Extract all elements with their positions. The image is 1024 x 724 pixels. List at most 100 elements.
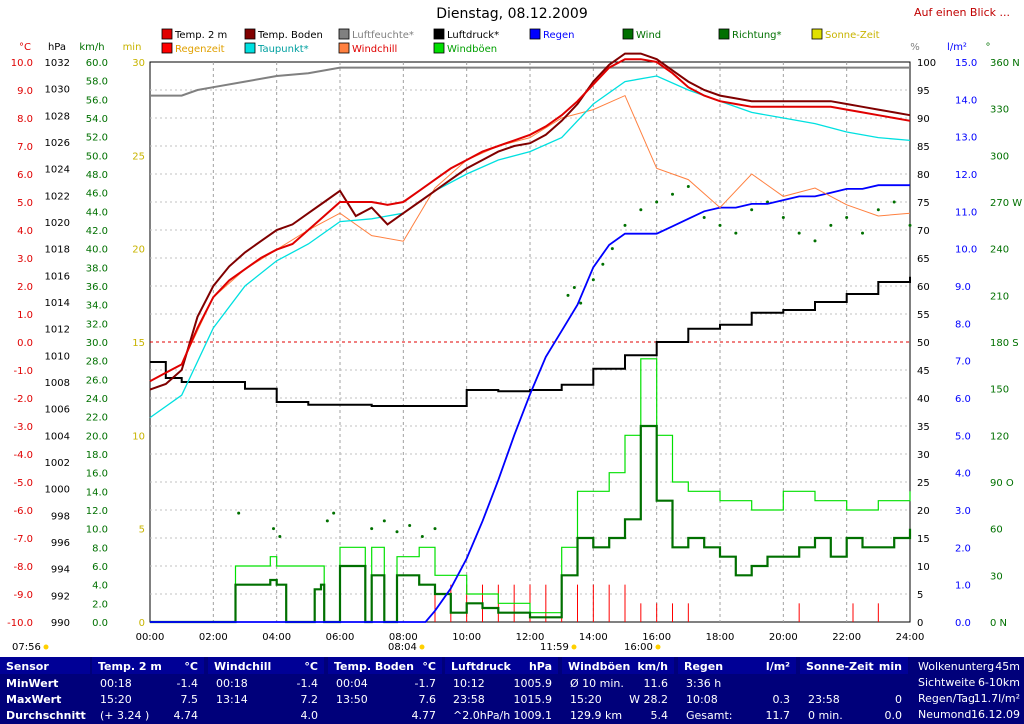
pressure-tick-label: 1028 [45, 111, 70, 122]
stats-value: 1005.9 [513, 677, 553, 690]
humidity-unit: % [910, 42, 920, 53]
weather-chart: 10.0 9.0 8.0 7.0 6.0 5.0 4.0 3.0 2.0 1.0 0.0 -1.0 -2… [7, 28, 1022, 653]
direction-tick-label: 0 N [990, 618, 1007, 629]
direction-point [718, 223, 722, 227]
direction-point [734, 231, 738, 235]
direction-point [610, 247, 614, 251]
direction-point [237, 511, 241, 515]
temp-tick-label: 9.0 [17, 86, 33, 97]
temp-tick-label: 1.0 [17, 310, 33, 321]
humidity-tick-label: 35 [917, 422, 930, 433]
extra-label: Regen/Tag [918, 692, 975, 705]
legend-label: Luftfeuchte* [352, 30, 414, 41]
rain-tick-label: 0.0 [955, 618, 971, 629]
series-temp-boden [149, 52, 911, 391]
wind-tick-label: 2.0 [92, 599, 108, 610]
temp-tick-label: 5.0 [17, 198, 33, 209]
rain-tick-label: 14.0 [955, 95, 977, 106]
x-tick-label: 20:00 [769, 632, 798, 643]
temp-tick-label: -9.0 [13, 590, 33, 601]
wind-tick-label: 44.0 [86, 207, 108, 218]
stats-header-bg [800, 657, 908, 674]
sun-marker-label: 11:59 [540, 642, 569, 653]
minutes-tick-label: 5 [139, 525, 145, 536]
temp-tick-label: 0.0 [17, 338, 33, 349]
extra-label: Sichtweite [918, 676, 976, 689]
sun-marker-dot [571, 644, 577, 650]
x-tick-label: 08:00 [389, 632, 418, 643]
direction-unit: ° [986, 42, 991, 53]
x-tick-label: 00:00 [136, 632, 165, 643]
temp-tick-label: -2.0 [13, 394, 33, 405]
sun-marker-label: 07:56 [12, 642, 41, 653]
wind-tick-label: 60.0 [86, 58, 108, 69]
stats-time: 00:18 [100, 677, 132, 690]
direction-point [861, 231, 864, 235]
direction-tick-label: 300 [990, 151, 1009, 162]
stats-header-bg [678, 657, 796, 674]
direction-tick-label: 30 [990, 571, 1003, 582]
wind-tick-label: 10.0 [86, 525, 108, 536]
sun-marker-dot [655, 644, 661, 650]
direction-point [750, 208, 754, 212]
pressure-tick-label: 1026 [45, 138, 70, 149]
stats-time: 15:20 [100, 693, 132, 706]
rain-unit: l/m² [947, 42, 967, 53]
temp-tick-label: 10.0 [11, 58, 33, 69]
minutes-unit: min [123, 42, 142, 53]
stats-header-unit: °C [184, 660, 198, 673]
stats-header-bg [562, 657, 674, 674]
direction-point [591, 278, 595, 282]
direction-point [781, 216, 785, 220]
wind-tick-label: 6.0 [92, 562, 108, 573]
direction-point [766, 200, 769, 204]
wind-tick-label: 46.0 [86, 189, 108, 200]
stats-value: W 28.2 [629, 693, 668, 706]
humidity-tick-label: 5 [917, 590, 923, 601]
wind-tick-label: 38.0 [86, 263, 108, 274]
pressure-tick-label: 996 [51, 538, 70, 549]
direction-point [433, 527, 437, 531]
temp-unit: °C [19, 42, 31, 53]
wind-tick-label: 58.0 [86, 77, 108, 88]
minutes-tick-label: 15 [132, 338, 145, 349]
extra-value: 11.7l/m² [973, 692, 1020, 705]
direction-tick-label: 90 O [990, 478, 1014, 489]
legend-swatch [622, 28, 634, 40]
overview-link[interactable]: Auf einen Blick ... [914, 6, 1010, 19]
stats-time: 00:18 [216, 677, 248, 690]
pressure-tick-label: 1010 [45, 351, 70, 362]
legend-label: Temp. 2 m [174, 30, 227, 41]
wind-tick-label: 26.0 [86, 375, 108, 386]
humidity-tick-label: 95 [917, 86, 930, 97]
stats-header-label: Temp. 2 m [98, 660, 162, 673]
direction-point [566, 293, 570, 297]
x-tick-label: 06:00 [326, 632, 355, 643]
wind-tick-label: 54.0 [86, 114, 108, 125]
rain-tick-label: 10.0 [955, 245, 977, 256]
rain-tick-label: 7.0 [955, 357, 971, 368]
stats-time: 10:12 [453, 677, 485, 690]
rain-tick-label: 4.0 [955, 469, 971, 480]
wind-tick-label: 56.0 [86, 95, 108, 106]
humidity-tick-label: 20 [917, 506, 930, 517]
x-tick-label: 04:00 [262, 632, 291, 643]
direction-point [797, 231, 801, 235]
legend-swatch [338, 28, 350, 40]
direction-tick-label: 120 [990, 431, 1009, 442]
stats-time: 3:36 h [686, 677, 722, 690]
stats-value: -1.7 [414, 677, 436, 690]
series-luftdruck [150, 276, 911, 407]
direction-tick-label: 150 [990, 385, 1009, 396]
stats-value: 5.4 [650, 709, 669, 722]
direction-tick-label: 270 W [990, 198, 1022, 209]
direction-point [420, 534, 424, 538]
x-tick-label: 24:00 [896, 632, 925, 643]
stats-header-unit: °C [422, 660, 436, 673]
stats-header-bg [445, 657, 558, 674]
pressure-tick-label: 1006 [45, 405, 70, 416]
stats-row-label: MaxWert [6, 693, 62, 706]
stats-header-unit: hPa [528, 660, 552, 673]
pressure-tick-label: 1002 [45, 458, 70, 469]
statistics-panel: Sensor Temp. 2 m °C Windchill °C Temp. Boden °… [0, 657, 1024, 724]
